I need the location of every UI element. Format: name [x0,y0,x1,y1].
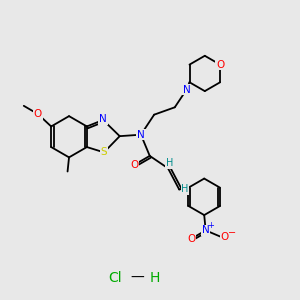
Text: H: H [166,158,173,168]
Text: O: O [34,109,42,119]
Text: O: O [216,60,224,70]
Text: +: + [207,221,214,230]
Text: N: N [202,225,210,236]
Text: O: O [188,234,196,244]
Text: H: H [182,184,189,194]
Text: N: N [99,114,107,124]
Text: H: H [149,271,160,285]
Text: −: − [228,228,236,238]
Text: N: N [183,85,190,94]
Text: N: N [137,130,145,140]
Text: O: O [220,232,229,242]
Text: S: S [100,147,107,158]
Text: Cl: Cl [108,271,122,285]
Text: —: — [131,271,145,285]
Text: O: O [130,160,139,170]
